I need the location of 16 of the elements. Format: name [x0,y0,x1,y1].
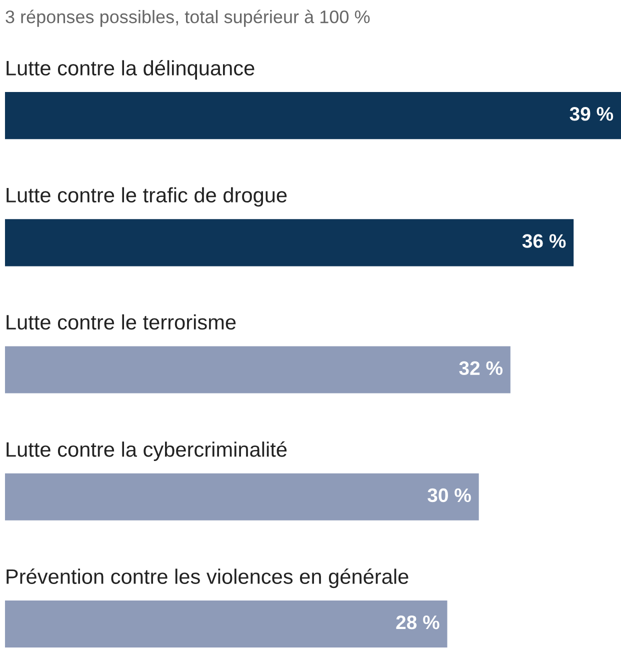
data-label: 39 % [570,107,614,121]
data-label: 30 % [428,488,471,502]
data-label: 28 % [396,615,440,630]
y-tick-label: Lutte contre la cybercriminalité [6,441,287,461]
chart-subtitle: 3 réponses possibles, total supérieur à 100 % [6,10,370,27]
y-tick-label: Lutte contre la délinquance [6,60,254,80]
data-label: 32 % [459,361,503,376]
bar [4,219,574,266]
y-tick-label: Lutte contre le terrorisme [6,314,236,330]
data-label: 36 % [522,234,566,248]
bar [4,92,621,140]
bar [4,600,448,648]
y-tick-label: Lutte contre le trafic de drogue [6,187,287,207]
y-tick-label: Prévention contre les violences en générale [6,568,408,588]
bar [4,473,479,520]
bar [4,346,510,394]
